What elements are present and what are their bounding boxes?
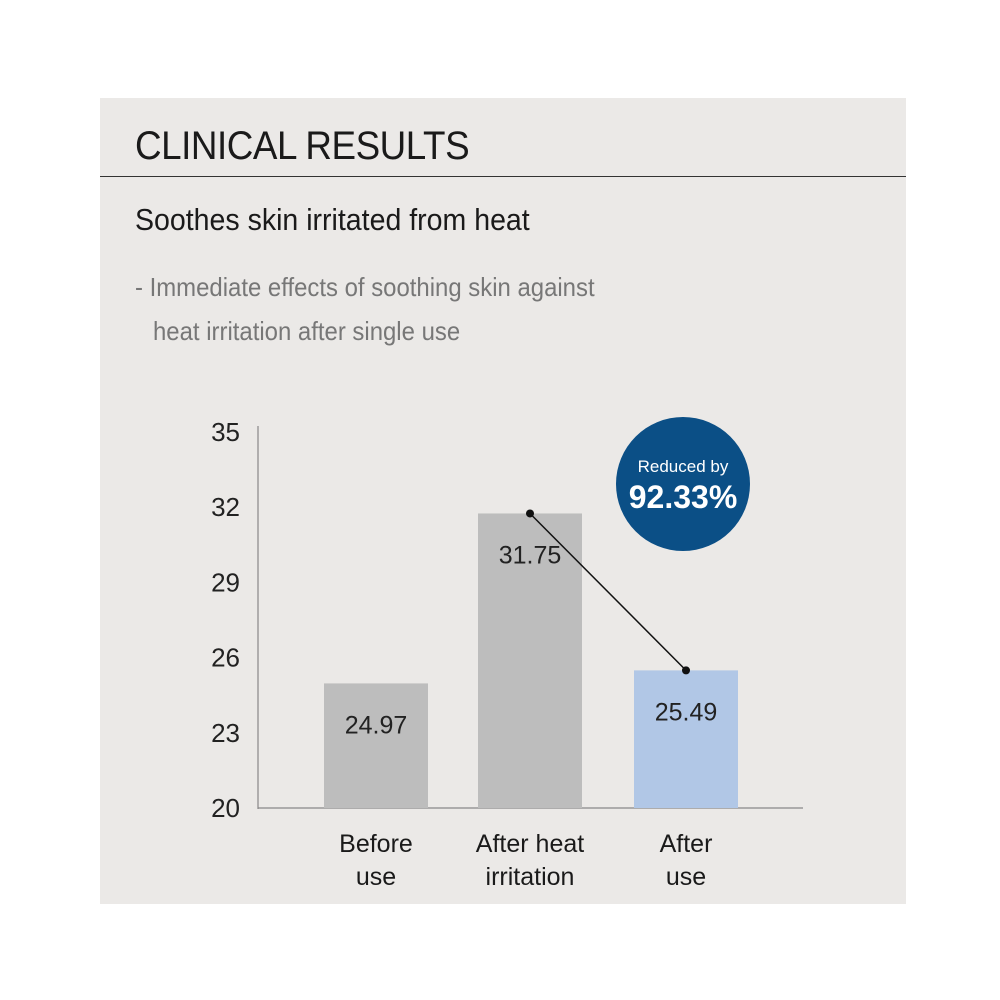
description-line-1: - Immediate effects of soothing skin aga…: [135, 272, 595, 302]
connector-dot: [526, 509, 534, 518]
reduction-badge: [616, 417, 750, 551]
y-tick-label: 35: [211, 417, 240, 447]
bar: [478, 513, 582, 808]
y-tick-label: 20: [211, 793, 240, 823]
bar-value-label: 31.75: [499, 541, 562, 569]
badge-value: 92.33%: [629, 479, 738, 515]
badge-label: Reduced by: [638, 457, 729, 476]
change-connector-line: [529, 512, 687, 671]
page-title: CLINICAL RESULTS: [135, 124, 470, 168]
bar-value-label: 25.49: [655, 698, 718, 726]
title-divider: [100, 176, 906, 177]
bar-value-label: 24.97: [345, 711, 408, 739]
x-category-label: Before: [339, 830, 413, 858]
x-category-label: use: [666, 863, 706, 891]
connector-dot: [682, 666, 690, 675]
x-category-label: After heat: [476, 830, 584, 858]
subtitle: Soothes skin irritated from heat: [135, 202, 530, 237]
y-tick-label: 29: [211, 567, 240, 597]
bar: [324, 683, 428, 808]
bar: [634, 670, 738, 808]
y-tick-label: 32: [211, 492, 240, 522]
y-tick-label: 26: [211, 643, 240, 673]
y-tick-label: 23: [211, 718, 240, 748]
description-line-2: heat irritation after single use: [153, 316, 461, 346]
x-category-label: use: [356, 863, 396, 891]
x-category-label: After: [660, 830, 713, 858]
x-category-label: irritation: [486, 863, 575, 891]
